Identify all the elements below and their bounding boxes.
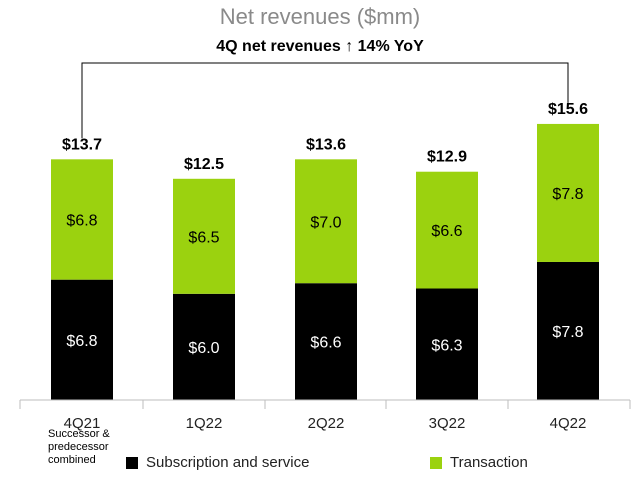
bar-transaction [51, 159, 113, 280]
footnote-line: Successor & [48, 428, 110, 440]
chart-subtitle: 4Q net revenues ↑ 14% YoY [216, 38, 424, 55]
data-label-subscription: $6.8 [66, 333, 97, 350]
legend-swatch-transaction [430, 456, 442, 469]
bar-subscription [173, 293, 235, 400]
data-label-subscription: $6.6 [310, 335, 341, 352]
data-label-transaction: $6.8 [66, 212, 97, 229]
legend-label-subscription: Subscription and service [146, 454, 310, 471]
total-label: $13.7 [62, 136, 102, 153]
data-label-transaction: $6.5 [188, 229, 219, 246]
yoy-bracket [81, 62, 569, 139]
x-tick-label: 4Q22 [550, 415, 587, 432]
legend-swatch-subscription [126, 456, 138, 469]
data-label-transaction: $7.8 [552, 186, 583, 203]
category-footnote: Successor & predecessor combined [48, 428, 110, 467]
total-label: $12.5 [184, 156, 224, 173]
legend-item-subscription: Subscription and service [126, 454, 309, 471]
bar-transaction [416, 171, 478, 289]
data-label-subscription: $6.0 [188, 340, 219, 357]
x-tick-label: 3Q22 [429, 415, 466, 432]
x-tick-label: 4Q21 [64, 415, 101, 432]
x-tick-label: 2Q22 [308, 415, 345, 432]
bar-subscription [537, 261, 599, 400]
bar-transaction [537, 123, 599, 262]
total-label: $12.9 [427, 149, 467, 166]
x-tick-label: 1Q22 [186, 415, 223, 432]
data-label-transaction: $7.0 [310, 214, 341, 231]
footnote-line: combined [48, 454, 96, 466]
bar-subscription [51, 279, 113, 400]
total-label: $13.6 [306, 136, 346, 153]
footnote-line: predecessor [48, 441, 109, 453]
total-label: $15.6 [548, 101, 588, 118]
bar-subscription [295, 283, 357, 400]
bar-transaction [295, 159, 357, 284]
legend-label-transaction: Transaction [450, 454, 528, 471]
bar-subscription [416, 288, 478, 400]
legend-item-transaction: Transaction [430, 454, 528, 471]
data-label-subscription: $7.8 [552, 324, 583, 341]
data-label-transaction: $6.6 [431, 223, 462, 240]
chart-title: Net revenues ($mm) [219, 4, 421, 29]
data-label-subscription: $6.3 [431, 337, 462, 354]
bar-transaction [173, 178, 235, 294]
